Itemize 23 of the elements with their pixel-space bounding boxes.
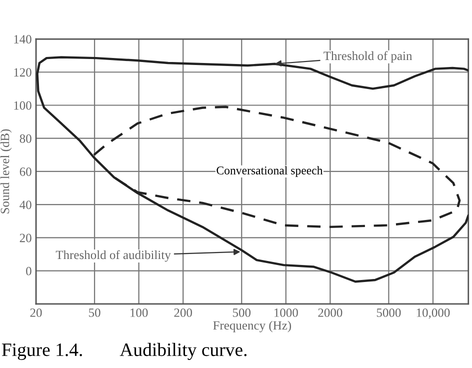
caption: Figure 1.4. Audibility curve. — [2, 342, 247, 360]
x-tick-label: 20 — [30, 308, 42, 317]
x-tick-label: 200 — [174, 308, 192, 317]
x-axis-title: Frequency (Hz) — [213, 320, 292, 332]
annotation: Conversational speech — [216, 166, 323, 177]
x-tick-label: 1000 — [274, 308, 298, 317]
x-tick-label: 100 — [130, 308, 148, 317]
y-tick-label: 20 — [20, 234, 32, 242]
y-tick-label: 0 — [26, 266, 32, 276]
x-tick-label: 500 — [232, 308, 251, 317]
annotation: Threshold of pain — [324, 51, 412, 63]
y-axis-title: Sound level (dB) — [0, 129, 12, 214]
y-tick-label: 120 — [14, 68, 32, 77]
y-tick-label: 40 — [20, 200, 32, 210]
x-tick-label: 50 — [89, 308, 100, 317]
annotation: Threshold of audibility — [56, 250, 171, 262]
x-tick-label: 10,000 — [416, 308, 450, 319]
x-tick-label: 2000 — [318, 308, 342, 317]
y-tick-label: 100 — [14, 101, 32, 110]
y-tick-label: 140 — [14, 35, 32, 44]
x-tick-label: 5000 — [376, 308, 401, 317]
y-tick-label: 60 — [20, 168, 32, 176]
y-tick-label: 80 — [20, 134, 32, 143]
